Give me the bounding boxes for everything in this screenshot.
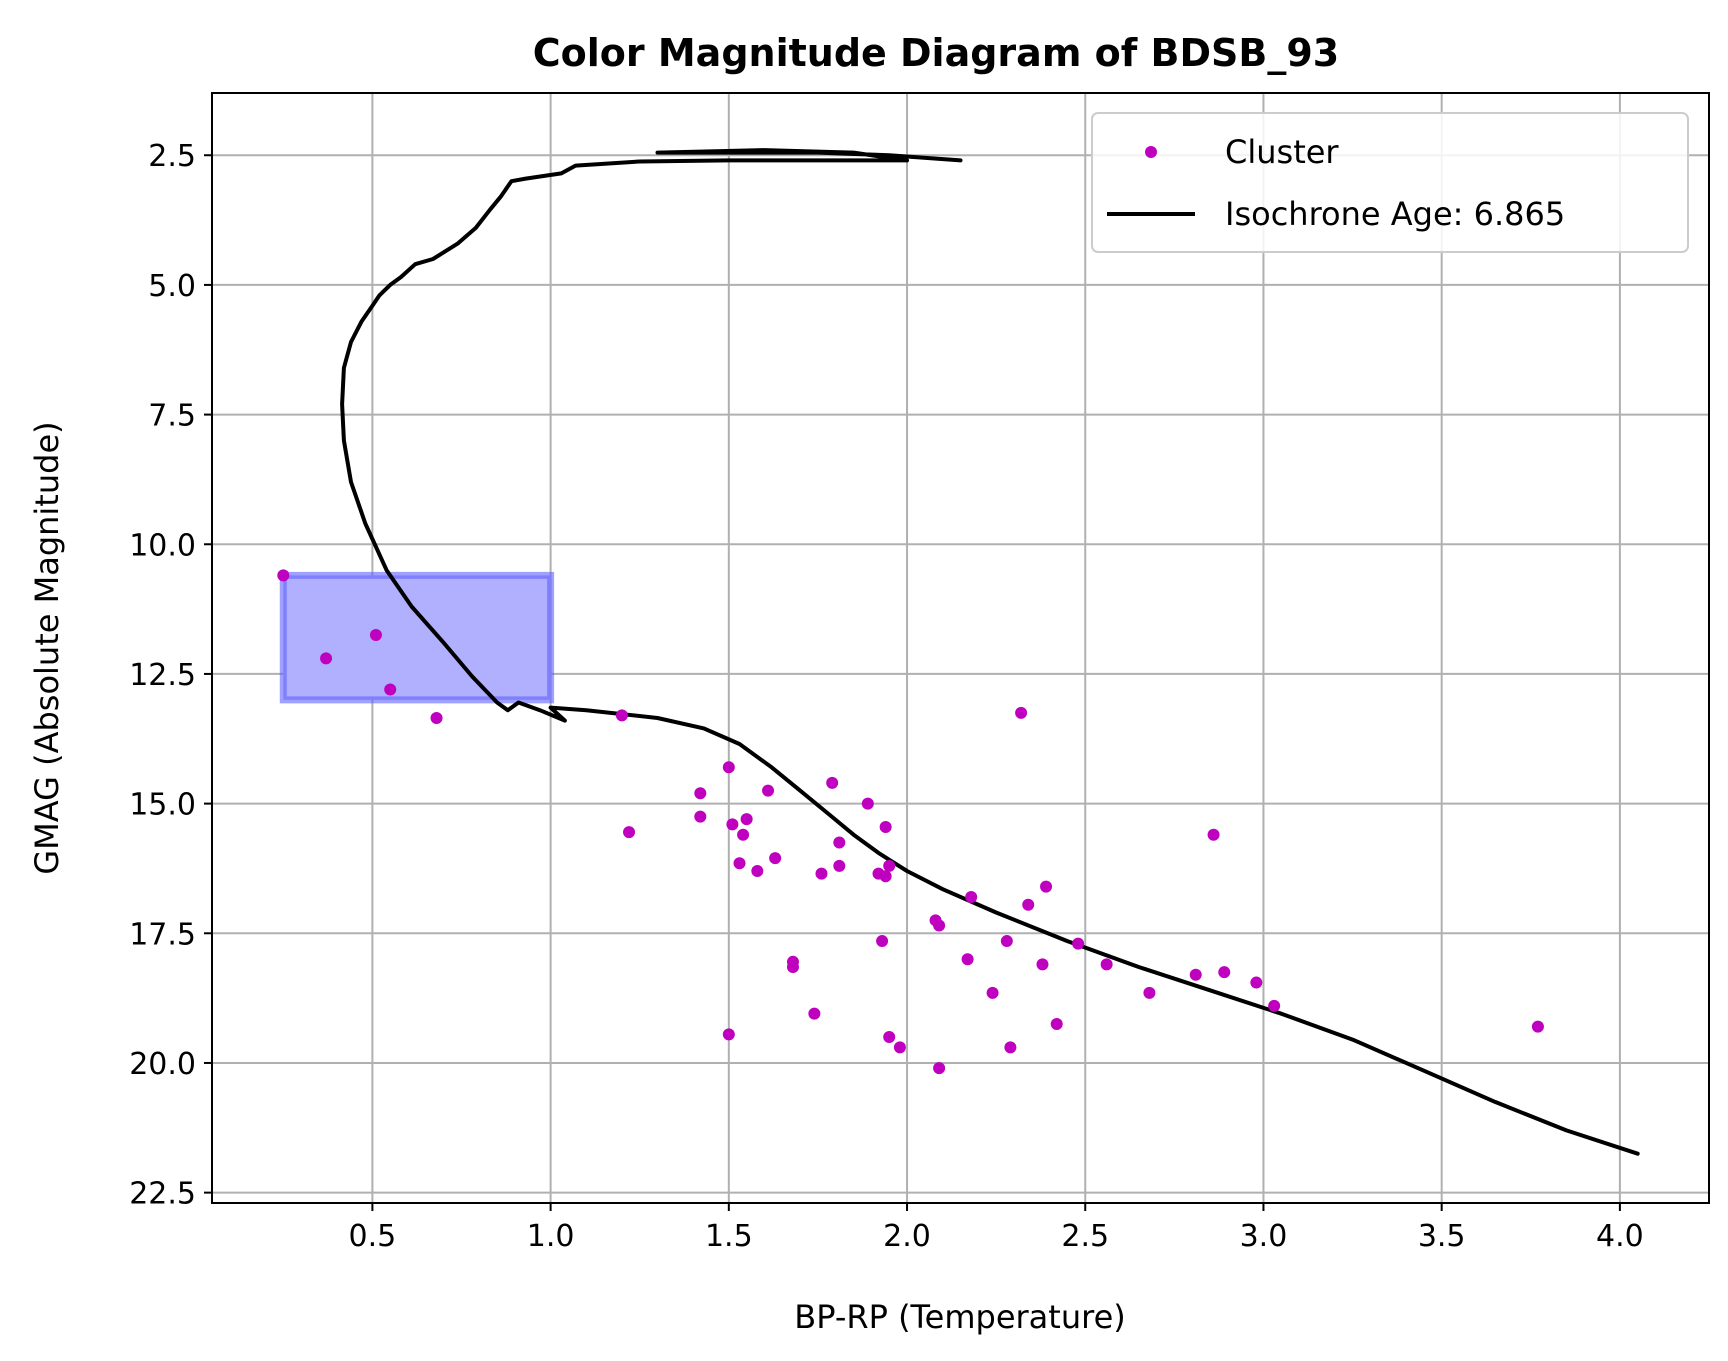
cluster-point	[1036, 958, 1049, 971]
cluster-point	[762, 784, 775, 797]
cluster-point	[1022, 898, 1035, 911]
cluster-point	[893, 1041, 906, 1054]
cluster-point	[722, 761, 735, 774]
cluster-point	[1250, 976, 1263, 989]
y-tick-label: 5.0	[148, 269, 196, 304]
cluster-point	[815, 867, 828, 880]
cluster-point	[615, 709, 628, 722]
cluster-point	[623, 826, 636, 839]
cluster-point	[737, 828, 750, 841]
legend-cluster-marker	[1145, 146, 1157, 158]
y-tick-label: 12.5	[129, 658, 196, 693]
cluster-point	[808, 1007, 821, 1020]
isochrone-layer	[340, 148, 1640, 1156]
highlight-box	[279, 571, 555, 704]
cluster-point	[1218, 966, 1231, 979]
x-axis-ticks: 0.5 1.0 1.5 2.0 2.5 3.0 3.5 4.0	[349, 1203, 1644, 1254]
plot-frame	[211, 92, 1710, 1204]
legend-frame	[1091, 112, 1689, 253]
x-tick-label: 2.5	[1061, 1219, 1109, 1254]
cluster-point	[751, 865, 764, 878]
cluster-point	[733, 857, 746, 870]
x-tick-label: 3.0	[1240, 1219, 1288, 1254]
y-tick-label: 22.5	[129, 1177, 196, 1212]
y-axis-label: GMAG (Absolute Magnitude)	[28, 421, 66, 874]
cluster-point	[1072, 937, 1085, 950]
cluster-points	[277, 569, 1544, 1075]
x-tick-label: 3.5	[1418, 1219, 1466, 1254]
isochrone-line	[340, 148, 1640, 1156]
cluster-point	[1015, 706, 1028, 719]
cluster-point	[740, 813, 753, 826]
cluster-point	[861, 797, 874, 810]
cluster-point	[933, 1062, 946, 1075]
grid	[212, 93, 1709, 1203]
cluster-point	[986, 986, 999, 999]
y-tick-label: 7.5	[148, 399, 196, 434]
x-tick-label: 0.5	[349, 1219, 397, 1254]
cluster-point	[965, 890, 978, 903]
cluster-point	[769, 852, 782, 865]
y-axis-ticks: 2.5 5.0 7.5 10.0 12.5 15.0 17.5 20.0 22.5	[129, 139, 212, 1212]
cluster-point	[933, 919, 946, 932]
cluster-point	[876, 935, 889, 948]
cluster-point	[694, 810, 707, 823]
chart-title: Color Magnitude Diagram of BDSB_93	[533, 31, 1339, 75]
cluster-point	[786, 960, 799, 973]
cluster-point	[1000, 935, 1013, 948]
y-tick-label: 15.0	[129, 788, 196, 823]
cluster-point	[1040, 880, 1053, 893]
cluster-point	[1207, 828, 1220, 841]
cluster-point	[883, 1031, 896, 1044]
cluster-point	[1189, 968, 1202, 981]
legend-cluster-label: Cluster	[1225, 133, 1339, 171]
cluster-point	[726, 818, 739, 831]
cluster-point	[879, 820, 892, 833]
highlight-box-layer	[279, 571, 555, 704]
cluster-point	[1100, 958, 1113, 971]
cluster-point	[1268, 999, 1281, 1012]
cluster-point	[369, 629, 382, 642]
x-tick-label: 1.0	[527, 1219, 575, 1254]
cluster-point	[879, 870, 892, 883]
x-tick-label: 4.0	[1596, 1219, 1644, 1254]
cluster-point	[1004, 1041, 1017, 1054]
cluster-point	[1143, 986, 1156, 999]
cluster-point	[826, 776, 839, 789]
cluster-point	[430, 712, 443, 725]
cluster-point	[277, 569, 290, 582]
y-tick-label: 10.0	[129, 528, 196, 563]
legend-isochrone-label: Isochrone Age: 6.865	[1225, 195, 1565, 233]
cluster-point	[694, 787, 707, 800]
cluster-point	[384, 683, 397, 696]
y-tick-label: 20.0	[129, 1047, 196, 1082]
cluster-point	[1531, 1020, 1544, 1033]
cluster-point	[883, 859, 896, 872]
legend: Cluster Isochrone Age: 6.865	[1091, 112, 1689, 253]
x-axis-label: BP-RP (Temperature)	[794, 1298, 1125, 1336]
x-tick-label: 1.5	[705, 1219, 753, 1254]
cluster-point	[1050, 1018, 1063, 1031]
cluster-point	[833, 836, 846, 849]
cluster-point	[722, 1028, 735, 1041]
cluster-point	[320, 652, 333, 665]
cluster-point	[961, 953, 974, 966]
y-tick-label: 17.5	[129, 917, 196, 952]
cluster-point	[833, 859, 846, 872]
y-tick-label: 2.5	[148, 139, 196, 174]
x-tick-label: 2.0	[883, 1219, 931, 1254]
